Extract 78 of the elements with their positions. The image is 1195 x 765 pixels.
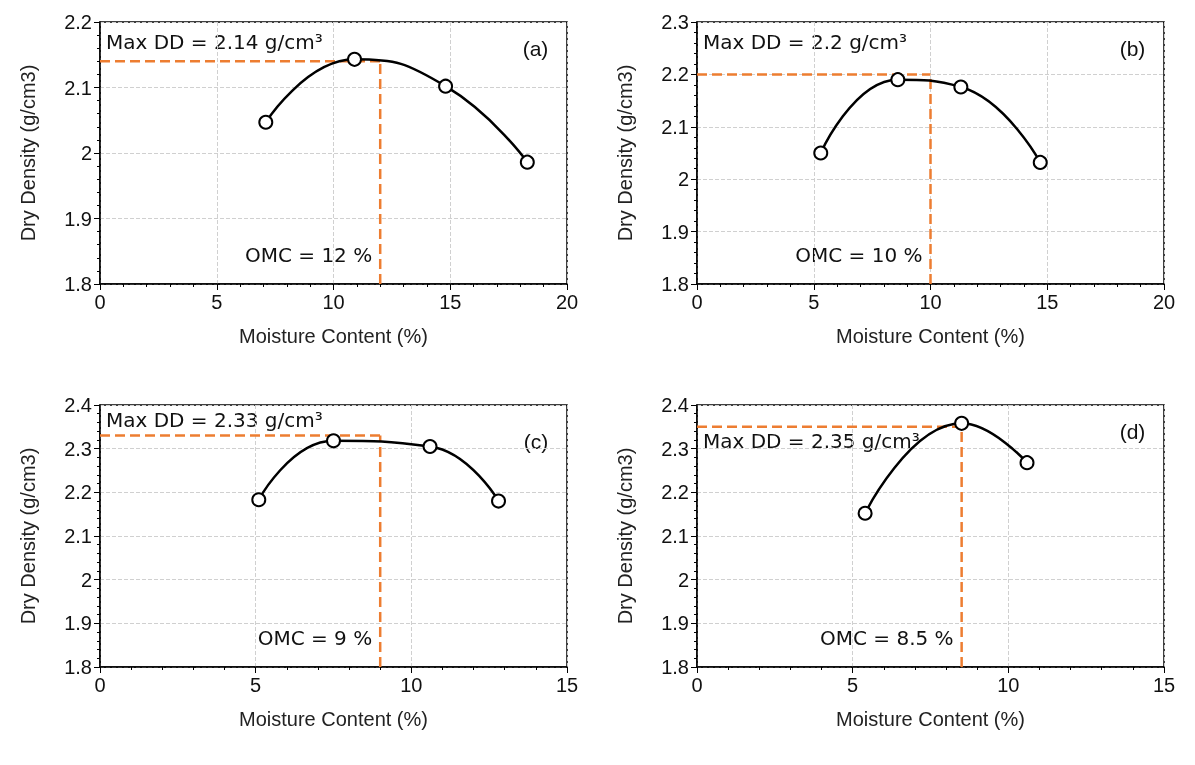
x-tick-label: 5	[808, 291, 820, 313]
annotation: Max DD = 2.2 g/cm³	[703, 30, 908, 55]
x-tick-label: 15	[439, 291, 462, 313]
y-tick-label: 1.9	[64, 207, 92, 230]
y-tick-label: 1.9	[661, 612, 689, 635]
y-axis-title: Dry Density (g/cm3)	[17, 447, 39, 625]
annotation: (a)	[522, 36, 549, 60]
y-tick-label: 1.8	[64, 273, 92, 295]
y-tick-label: 2.1	[64, 76, 92, 99]
y-tick-label: 2.2	[661, 481, 689, 504]
annotation: OMC = 8.5 %	[820, 625, 954, 650]
y-tick-label: 1.8	[661, 656, 689, 678]
y-tick-label: 1.8	[64, 656, 92, 678]
y-tick-label: 2.3	[661, 437, 689, 460]
point	[347, 51, 363, 67]
x-tick-label: 0	[94, 291, 106, 313]
x-tick-label: 15	[1036, 291, 1059, 313]
point	[251, 492, 267, 508]
point	[422, 438, 438, 454]
y-tick-label: 2.2	[64, 481, 92, 504]
point	[813, 145, 829, 161]
y-tick-label: 1.8	[661, 273, 689, 295]
y-tick-label: 2.1	[661, 115, 689, 138]
x-axis-title: Moisture Content (%)	[239, 325, 428, 347]
x-axis-title: Moisture Content (%)	[836, 325, 1025, 347]
x-tick-label: 10	[997, 674, 1020, 696]
annotation: OMC = 12 %	[244, 242, 373, 267]
point	[954, 415, 970, 431]
x-tick-label: 15	[555, 674, 579, 696]
y-axis-title: Dry Density (g/cm3)	[614, 64, 636, 242]
x-axis-title: Moisture Content (%)	[836, 708, 1025, 730]
annotation: Max DD = 2.14 g/cm³	[106, 30, 323, 55]
point	[857, 505, 873, 521]
y-axis-title: Dry Density (g/cm3)	[614, 447, 636, 625]
y-tick-label: 2.2	[64, 11, 92, 33]
x-axis-title: Moisture Content (%)	[239, 708, 428, 730]
y-tick-label: 2	[80, 568, 92, 591]
annotation: Max DD = 2.33 g/cm³	[106, 408, 323, 433]
y-tick-label: 2.3	[661, 11, 689, 33]
y-tick-label: 2.1	[661, 525, 689, 547]
x-tick-label: 5	[847, 674, 859, 696]
point	[519, 154, 535, 170]
annotation: OMC = 10 %	[795, 242, 923, 267]
annotation: (b)	[1119, 36, 1146, 60]
y-tick-label: 2.3	[64, 437, 92, 460]
point	[953, 79, 969, 95]
x-tick-label: 0	[691, 674, 703, 696]
y-tick-label: 2.2	[661, 63, 689, 86]
x-tick-label: 10	[400, 674, 423, 696]
x-tick-label: 5	[250, 674, 262, 696]
point	[1019, 455, 1035, 471]
point	[890, 72, 906, 88]
x-tick-label: 10	[919, 291, 942, 313]
x-tick-label: 20	[555, 291, 579, 313]
x-tick-label: 15	[1152, 674, 1176, 696]
point	[438, 78, 454, 94]
y-tick-label: 2.1	[64, 525, 92, 547]
annotation: (d)	[1119, 419, 1146, 443]
point	[491, 493, 507, 509]
y-axis-title: Dry Density (g/cm3)	[17, 64, 39, 242]
x-tick-label: 0	[94, 674, 106, 696]
point	[1032, 154, 1048, 170]
y-tick-label: 2.4	[64, 394, 92, 416]
annotation: (c)	[523, 430, 549, 454]
x-tick-label: 10	[322, 291, 345, 313]
annotation: Max DD = 2.35 g/cm³	[703, 429, 920, 454]
y-tick-label: 1.9	[661, 220, 689, 243]
y-tick-label: 2	[677, 168, 689, 191]
x-tick-label: 5	[211, 291, 223, 313]
y-tick-label: 1.9	[64, 612, 92, 635]
point	[326, 433, 341, 449]
point	[258, 114, 274, 130]
x-tick-label: 0	[691, 291, 703, 313]
y-tick-label: 2	[677, 568, 689, 591]
y-tick-label: 2	[80, 142, 92, 164]
y-tick-label: 2.4	[661, 394, 689, 416]
annotation: OMC = 9 %	[257, 625, 373, 650]
x-tick-label: 20	[1152, 291, 1176, 313]
